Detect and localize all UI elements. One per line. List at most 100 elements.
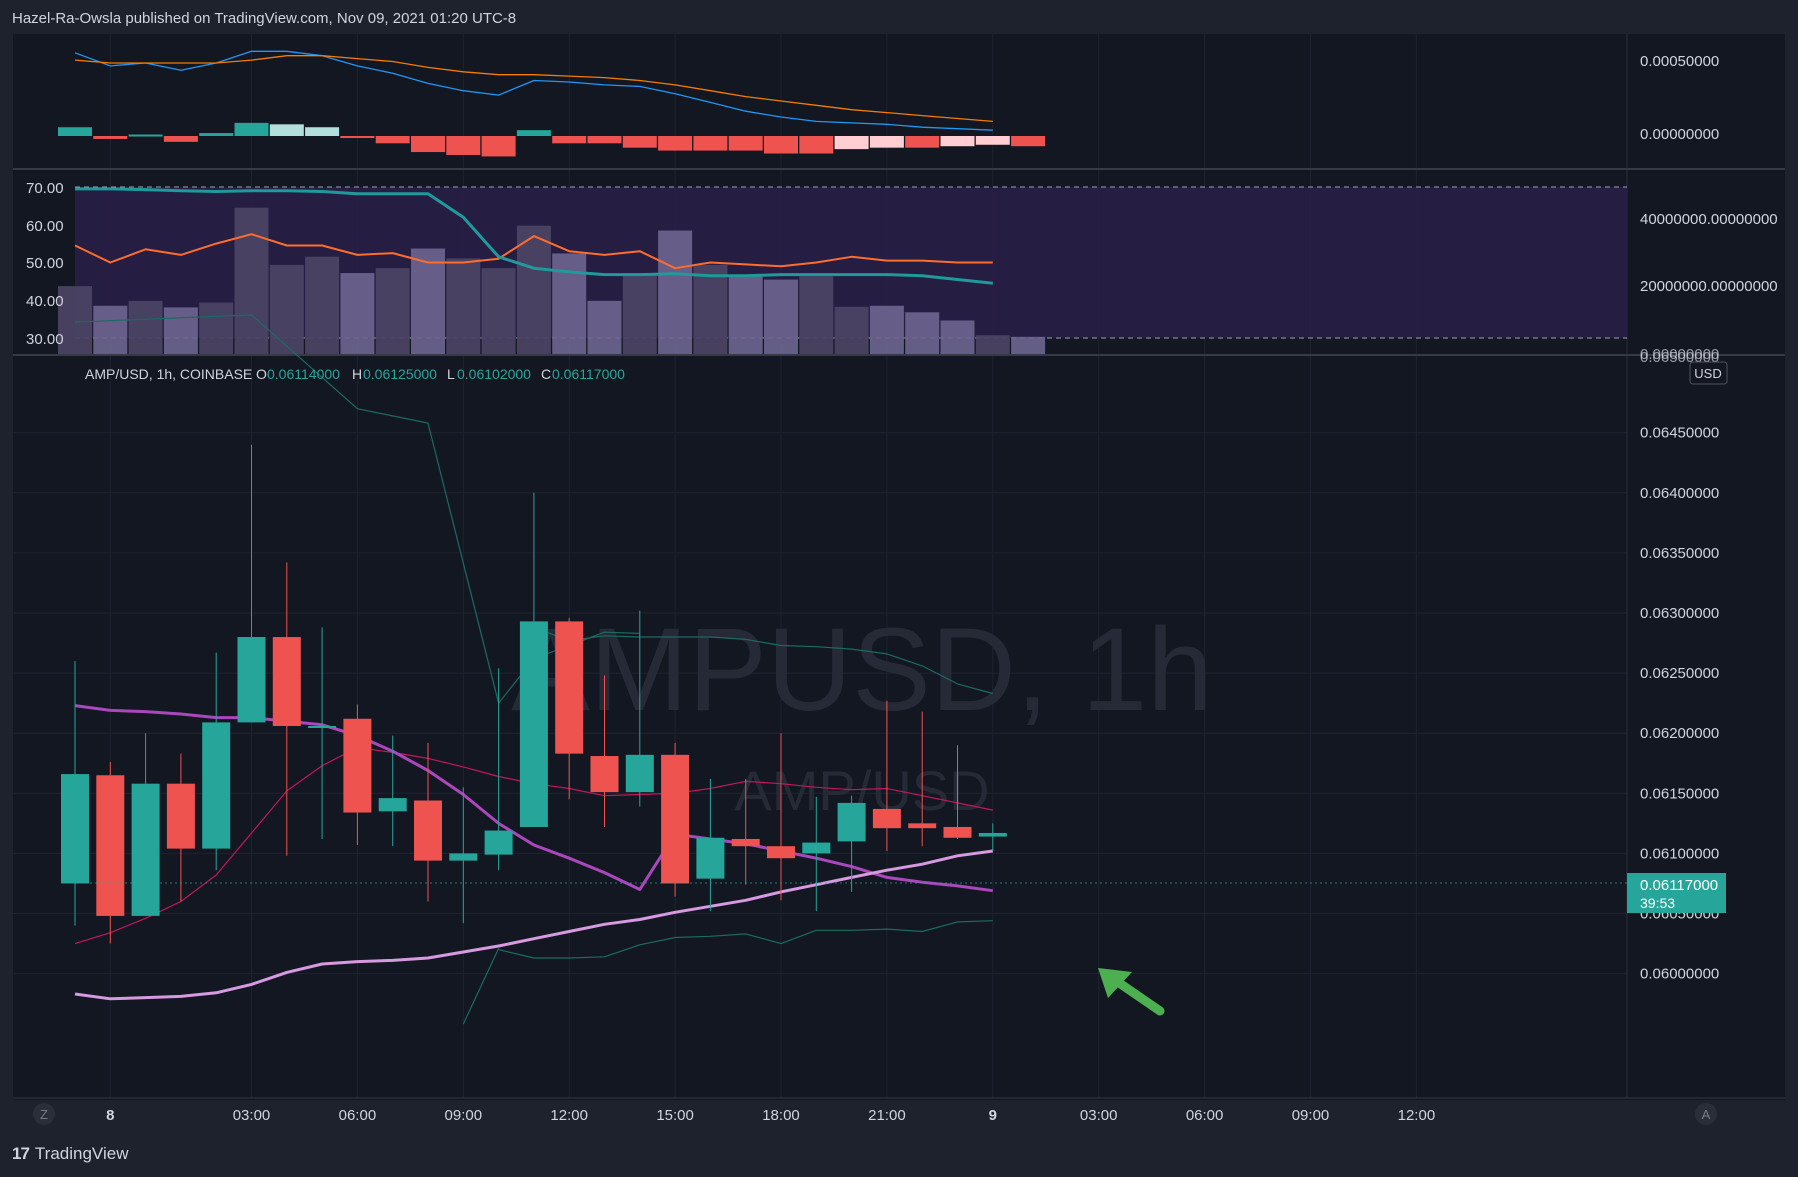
volume-bar (516, 225, 551, 355)
macd-histogram-bar (799, 136, 834, 154)
candle-body (696, 837, 725, 879)
candle-body (308, 725, 337, 728)
tradingview-logo-icon: 17 (12, 1144, 30, 1163)
candle (943, 745, 972, 839)
macd-histogram-bar (587, 136, 622, 144)
macd-histogram-bar (340, 136, 375, 138)
volume-bars (58, 207, 1046, 355)
macd-histogram-bar (93, 136, 128, 139)
time-tick-label: 03:00 (1080, 1107, 1118, 1124)
candle (661, 742, 690, 897)
time-axis[interactable]: 8 03:00 06:00 09:00 12:00 15:00 18:00 21:00 9 03:… (106, 1107, 1435, 1124)
candle-body (237, 637, 266, 723)
price-tick-label: 0.06450000 (1640, 425, 1719, 442)
candle-body (131, 783, 160, 916)
watermark-big: AMPUSD, 1h (511, 604, 1213, 736)
candle (449, 787, 478, 924)
ma-purple-line (74, 704, 994, 893)
rsi-tick-label: 60.00 (26, 218, 64, 235)
candle (414, 742, 442, 902)
last-price-badge: 0.06117000 39:53 (1627, 873, 1726, 913)
price-tick-label: 0.06350000 (1640, 545, 1719, 562)
candle-body (661, 754, 690, 884)
rsi-ma-line (75, 187, 993, 285)
time-tick-label: 06:00 (339, 1107, 377, 1124)
macd-histogram-bar (58, 127, 92, 136)
candle (978, 823, 1007, 851)
rsi-lines (74, 187, 993, 285)
candle-body (96, 775, 125, 916)
volume-tick-label: 20000000.00000000 (1640, 278, 1778, 295)
candle (272, 562, 301, 856)
symbol-legend: AMP/USD, 1h, COINBASE O 0.06114000 H 0.0… (85, 366, 625, 382)
candle-body (837, 802, 866, 842)
time-tick-label: 03:00 (233, 1107, 271, 1124)
price-tick-label: 0.06300000 (1640, 605, 1719, 622)
bb-lower-line (498, 920, 993, 959)
macd-histogram-bar (552, 136, 587, 144)
macd-histogram-bar (975, 136, 1010, 145)
volume-bar (481, 268, 516, 355)
legend-h-label: H (352, 366, 362, 382)
macd-tick-label: 0.00000000 (1640, 126, 1719, 143)
rsi-tick-label: 50.00 (26, 255, 64, 272)
volume-bar (905, 312, 940, 355)
candle-body (61, 774, 89, 884)
macd-histogram-bar (516, 130, 551, 136)
candle (696, 778, 725, 912)
time-tick-label: 15:00 (656, 1107, 694, 1124)
macd-line (74, 50, 993, 131)
candle-body (872, 808, 901, 829)
candle-body (625, 754, 654, 793)
candle (731, 778, 760, 885)
volume-bar (834, 306, 869, 355)
candle (308, 627, 337, 839)
volume-bar (587, 300, 622, 355)
moving-averages (74, 704, 994, 1001)
tradingview-logo[interactable]: 17 TradingView (12, 1144, 128, 1164)
candle (378, 735, 407, 847)
time-tick-label: 06:00 (1186, 1107, 1224, 1124)
time-tick-label: 8 (106, 1107, 114, 1124)
macd-histogram-bar (622, 136, 657, 148)
countdown-timer: 39:53 (1640, 895, 1675, 911)
candle-body (449, 853, 478, 861)
macd-histogram-bar (940, 136, 975, 147)
macd-histogram-bar (481, 136, 516, 157)
candle (590, 675, 619, 827)
last-price-value: 0.06117000 (1640, 877, 1718, 894)
time-tick-label: 9 (989, 1107, 997, 1124)
teal-lower-tail (462, 948, 500, 1025)
candle (555, 617, 584, 800)
volume-bar (728, 276, 763, 355)
volume-tick-label: 0.00000000 (1640, 346, 1719, 363)
candle (202, 652, 231, 871)
bb-upper-line (533, 626, 993, 695)
macd-histogram-bar (1011, 136, 1046, 147)
volume-bar (340, 273, 375, 355)
currency-text: USD (1694, 366, 1721, 381)
volume-axis: 40000000.00000000 20000000.00000000 (1640, 211, 1778, 295)
rsi-tick-label: 70.00 (26, 180, 64, 197)
candle (802, 796, 831, 912)
arrow-head (1098, 968, 1132, 998)
candle-body (272, 637, 301, 726)
legend-close: 0.06117000 (552, 366, 625, 382)
macd-tick-label: 0.00050000 (1640, 53, 1719, 70)
candle (484, 668, 513, 871)
auto-scale-button[interactable]: A (1695, 1103, 1717, 1125)
price-tick-label: 0.06400000 (1640, 485, 1719, 502)
macd-histogram-bar (869, 136, 904, 148)
zoom-button[interactable]: Z (33, 1103, 55, 1125)
auto-scale-icon: A (1702, 1107, 1711, 1122)
candlesticks (61, 444, 1007, 944)
price-tick-label: 0.06150000 (1640, 785, 1719, 802)
volume-bar (622, 273, 657, 355)
candle (519, 492, 548, 827)
rsi-tick-label: 30.00 (26, 331, 64, 348)
volume-bar (446, 258, 481, 355)
macd-histogram-bar (764, 136, 798, 154)
macd-histogram-bar (693, 136, 728, 151)
candle-body (166, 783, 195, 849)
